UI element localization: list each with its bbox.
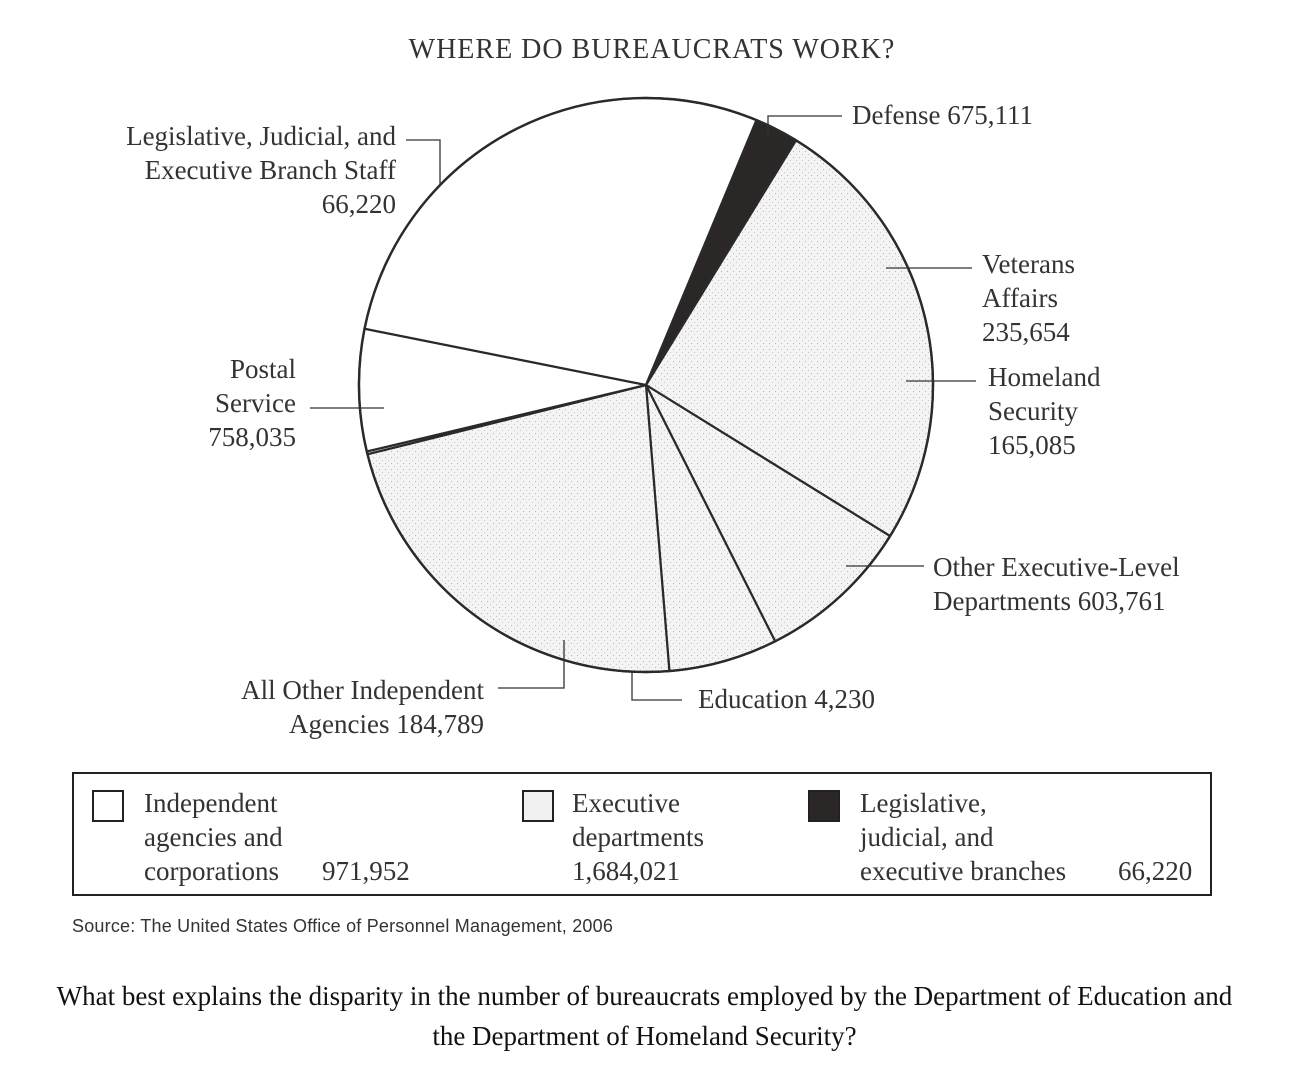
leader-line-education-4-230 (631, 672, 682, 701)
slice-label-all-other-independent: All Other Independent Agencies 184,789 (241, 675, 484, 739)
slice-label-legislative-judicial-and: Legislative, Judicial, and Executive Bran… (126, 121, 396, 219)
legend-label-legislative: Legislative, judicial, and executive bra… (860, 788, 1067, 886)
slice-label-veterans: Veterans Affairs 235,654 (982, 249, 1075, 347)
legend-item-legislative: Legislative, judicial, and executive bra… (860, 786, 1210, 888)
slice-label-line: Education 4,230 (698, 684, 875, 714)
slice-label-homeland: Homeland Security 165,085 (988, 362, 1101, 460)
legend-label-executive: Executive departments (572, 788, 704, 852)
pie-chart: WHERE DO BUREAUCRATS WORK? Defense 675,1… (126, 34, 1180, 739)
slice-label-other-executive-level: Other Executive-Level Departments 603,761 (933, 552, 1180, 616)
legend-label-independent: Independent agencies and corporations (144, 788, 283, 886)
source-note: Source: The United States Office of Pers… (72, 916, 614, 936)
slice-label-line: Security (988, 396, 1078, 426)
pie-outline (357, 96, 935, 674)
slice-label-line: Defense 675,111 (852, 100, 1033, 130)
slice-label-line: Agencies 184,789 (289, 709, 484, 739)
leader-line-all-other-independent (498, 640, 565, 689)
slice-label-line: Executive Branch Staff (145, 155, 396, 185)
legend-swatch-legislative (808, 790, 840, 822)
slice-label-education-4-230: Education 4,230 (698, 684, 875, 714)
slice-label-line: 66,220 (322, 189, 396, 219)
slice-label-line: 758,035 (208, 422, 296, 452)
leader-line-legislative-judicial-and (406, 139, 441, 186)
slice-label-line: Other Executive-Level (933, 552, 1180, 582)
slice-label-line: All Other Independent (241, 675, 484, 705)
slice-label-line: 165,085 (988, 430, 1076, 460)
legend-swatch-independent (92, 790, 124, 822)
legend-swatch-executive (522, 790, 554, 822)
chart-title: WHERE DO BUREAUCRATS WORK? (409, 34, 896, 65)
slice-label-line: 235,654 (982, 317, 1070, 347)
slice-label-line: Homeland (988, 362, 1101, 392)
slice-label-line: Affairs (982, 283, 1058, 313)
slice-label-postal: Postal Service 758,035 (208, 354, 296, 452)
slice-label-defense-675-111: Defense 675,111 (852, 100, 1033, 130)
legend-item-executive: Executive departments 1,684,021 (572, 786, 832, 886)
legend-item-independent: Independent agencies and corporations 97… (144, 786, 564, 888)
legend-value-legislative: 66,220 (1118, 856, 1193, 886)
pie-slices (357, 96, 935, 674)
legend-value-independent: 971,952 (322, 856, 410, 886)
pie-labels: Defense 675,111 Veterans Affairs 235,654 Hom… (126, 100, 1180, 739)
legend-value-executive: 1,684,021 (572, 856, 680, 886)
legend: Independent agencies and corporations 97… (72, 772, 1212, 896)
question-text: What best explains the disparity in the … (56, 981, 1233, 1051)
slice-label-line: Departments 603,761 (933, 586, 1165, 616)
slice-label-line: Veterans (982, 249, 1075, 279)
slice-label-line: Service (215, 388, 296, 418)
slice-label-line: Postal (230, 354, 296, 384)
leader-line-defense-675-111 (767, 115, 842, 138)
slice-label-line: Legislative, Judicial, and (126, 121, 396, 151)
